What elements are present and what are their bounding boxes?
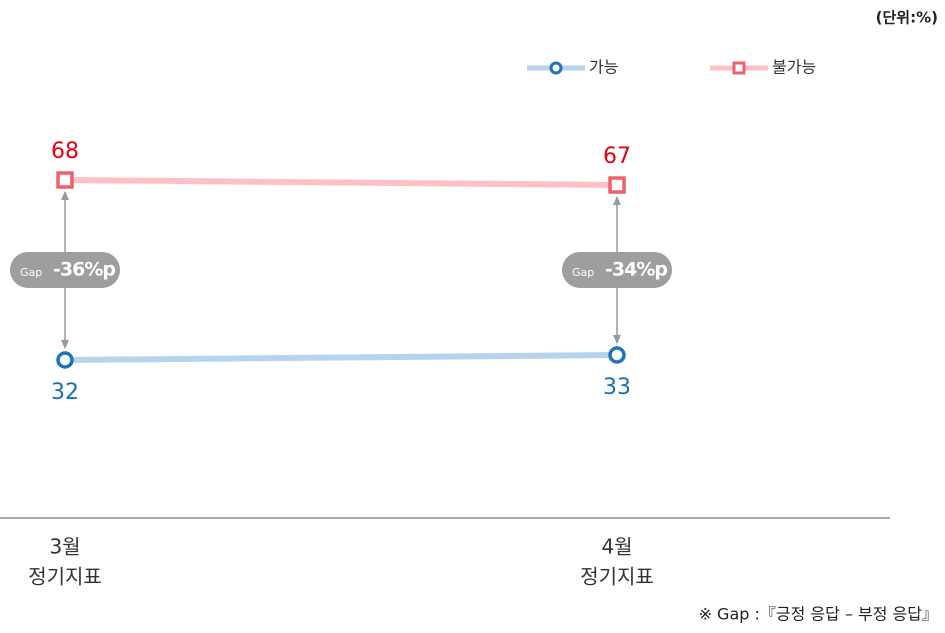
- series-line: [64, 352, 618, 363]
- gap-value-label: -34%p: [605, 259, 667, 281]
- legend-label: 가능: [589, 58, 618, 77]
- x-tick-label: 4월: [601, 535, 632, 559]
- x-tick-label: 정기지표: [28, 565, 102, 589]
- marker: [608, 346, 626, 364]
- data-label: 33: [603, 375, 631, 400]
- data-label: 67: [603, 144, 631, 169]
- gap-value-label: -36%p: [53, 259, 115, 281]
- unit-label: (단위:%): [876, 9, 938, 27]
- footnote: ※ Gap :『긍정 응답 – 부정 응답』: [699, 605, 938, 624]
- arrow-head: [613, 335, 621, 344]
- gap-small-label: Gap: [20, 266, 42, 279]
- marker: [608, 176, 626, 194]
- legend-label: 불가능: [772, 58, 816, 77]
- arrow-head: [61, 191, 69, 200]
- arrow-head: [61, 340, 69, 349]
- arrow-head: [613, 196, 621, 205]
- legend-marker: [732, 61, 746, 75]
- data-label: 68: [51, 139, 79, 164]
- data-label: 32: [51, 380, 79, 405]
- marker: [56, 171, 74, 189]
- legend-marker: [549, 61, 563, 75]
- x-tick-label: 정기지표: [580, 565, 654, 589]
- gap-pill: [10, 252, 120, 288]
- gap-small-label: Gap: [572, 266, 594, 279]
- x-tick-label: 3월: [49, 535, 80, 559]
- marker: [56, 351, 74, 369]
- series-line: [64, 177, 618, 188]
- gap-pill: [562, 252, 672, 288]
